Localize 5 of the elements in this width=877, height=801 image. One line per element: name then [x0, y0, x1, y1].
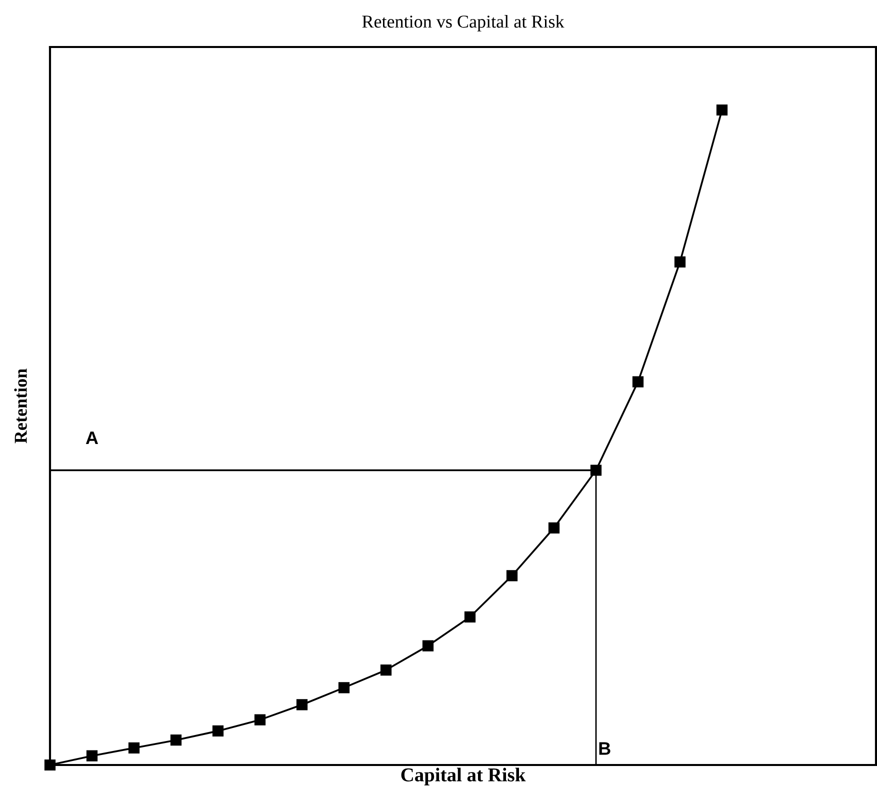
x-axis-title: Capital at Risk	[401, 768, 526, 786]
annotation: B	[599, 742, 610, 755]
y-axis-title: Retention	[14, 368, 27, 444]
chart-title: Retention vs Capital at Risk	[362, 15, 564, 32]
ref-line-label: A	[86, 432, 98, 444]
